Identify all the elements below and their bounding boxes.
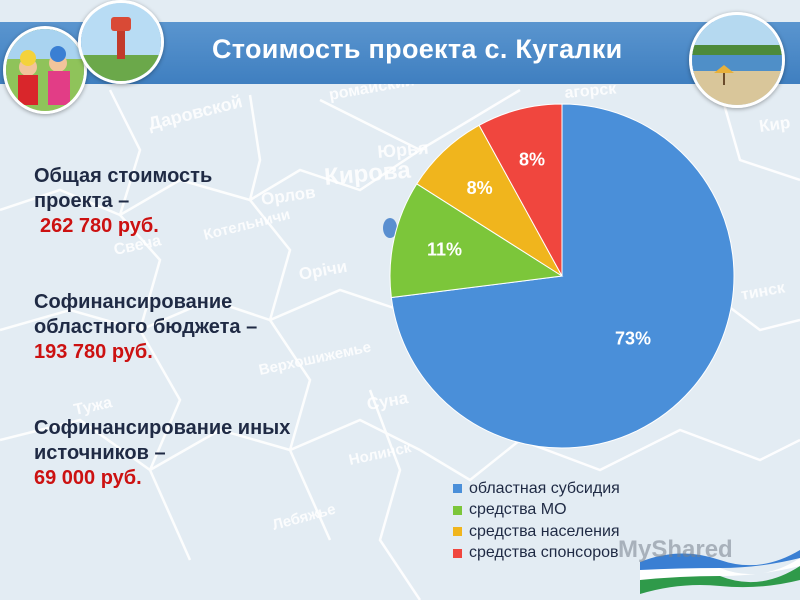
slice-data-label-2: 11%	[427, 240, 462, 260]
map-label: Кир	[758, 113, 792, 136]
legend-swatch	[453, 505, 462, 515]
watermark: MyShared	[618, 536, 733, 563]
legend-item-population: средства населения	[453, 521, 620, 543]
water-tower-photo	[78, 0, 164, 84]
legend-label: средства населения	[469, 522, 620, 540]
pie-slice-4	[478, 103, 563, 277]
regional-cofinancing-value: 193 780 руб.	[34, 341, 153, 363]
other-cofinancing-block: Софинансирование иных источников – 69 00…	[34, 416, 294, 491]
regional-cofinancing-label: Софинансирование областного бюджета –	[34, 291, 258, 338]
total-cost-label: Общая стоимость проекта –	[34, 165, 213, 212]
legend-label: средства спонсоров	[469, 544, 619, 562]
legend-item-mo: средства МО	[453, 500, 620, 522]
other-cofinancing-label: Софинансирование иных источников –	[34, 417, 291, 464]
legend-item-subsidy: областная субсидия	[453, 478, 620, 500]
other-cofinancing-value: 69 000 руб.	[34, 467, 142, 489]
map-label: агорск	[564, 80, 618, 102]
slice-data-label-1: 73%	[615, 329, 651, 349]
flag-ribbon	[640, 550, 800, 594]
map-label: Юрья	[377, 138, 430, 162]
lake-photo	[689, 12, 785, 108]
legend-label: средства МО	[469, 501, 567, 519]
legend-swatch	[453, 548, 462, 558]
legend-item-sponsors: средства спонсоров	[453, 543, 620, 565]
legend-swatch	[453, 484, 462, 494]
total-cost-value: 262 780 руб.	[40, 215, 159, 237]
slice-data-label-4: 8%	[519, 149, 545, 169]
regional-cofinancing-block: Софинансирование областного бюджета – 19…	[34, 290, 334, 365]
legend-swatch	[453, 527, 462, 537]
slice-data-label-3: 8%	[467, 178, 493, 198]
legend-label: областная субсидия	[469, 479, 620, 497]
chart-legend: областная субсидия средства МО средства …	[453, 478, 620, 564]
total-cost-block: Общая стоимость проекта – 262 780 руб.	[34, 164, 274, 239]
pie-slice-2	[389, 183, 564, 299]
page-title: Стоимость проекта с. Кугалки	[212, 34, 623, 64]
